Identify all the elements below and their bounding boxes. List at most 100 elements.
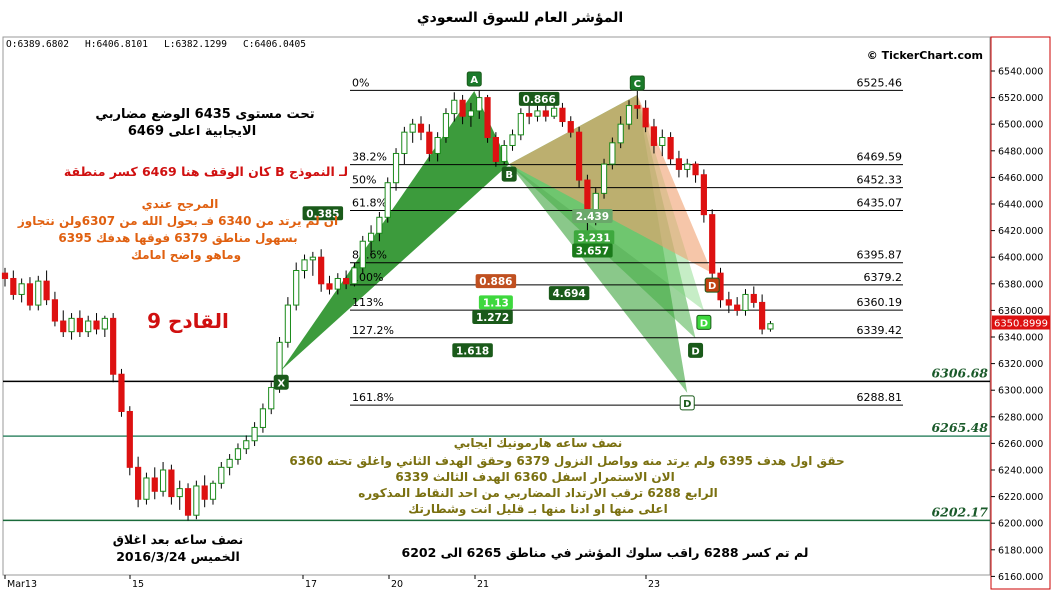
candle-74 [617, 116, 624, 149]
candle-3 [26, 277, 34, 311]
fib-value-3: 6435.07 [857, 197, 903, 210]
candle-41 [343, 270, 350, 290]
fib-pct-7: 127.2% [352, 324, 394, 337]
y-tick-label-10: 6340.000 [998, 333, 1043, 344]
candle-89 [742, 289, 749, 316]
svg-text:0.385: 0.385 [306, 208, 339, 220]
candle-44 [367, 225, 375, 252]
candle-34 [284, 297, 291, 348]
ohlc-high: H:6406.8101 [85, 39, 148, 50]
ratio-badge-4: 3.657 [572, 243, 613, 258]
svg-text:D: D [691, 346, 699, 357]
x-tick-label-3: 20 [391, 579, 403, 590]
candle-57 [476, 90, 483, 119]
candle-16 [135, 456, 142, 508]
y-tick-label-9: 6360.000 [998, 306, 1043, 317]
annotation-trigger: القادح 9 [147, 309, 229, 333]
svg-text:0.866: 0.866 [523, 94, 556, 106]
candle-91 [759, 294, 766, 335]
candle-36 [301, 254, 308, 279]
svg-text:3.657: 3.657 [576, 246, 609, 258]
candle-75 [625, 100, 633, 130]
annotation-outlook-line2: ان لم يرتد من 6340 فـ بحول الله من 6307و… [17, 214, 338, 229]
candle-49 [409, 118, 416, 143]
x-tick-label-4: 21 [477, 579, 489, 590]
svg-text:B: B [505, 170, 513, 181]
y-tick-label-13: 6280.000 [998, 412, 1043, 423]
y-tick-label-6: 6420.000 [998, 226, 1043, 237]
support-label-0: 6306.68 [931, 365, 988, 380]
svg-text:1.272: 1.272 [476, 312, 509, 324]
annotation-outlook-line3: بسهول مناطق 6379 فوقها هدفك 6395 [58, 231, 297, 246]
candle-43 [359, 235, 366, 274]
y-tick-label-1: 6520.000 [998, 93, 1043, 104]
x-tick-label-1: 15 [132, 579, 144, 590]
annotation-stop-note: كان الوقف هنا 6469 كسر منطقة B لـ النموذ… [64, 164, 348, 179]
candle-56 [467, 102, 475, 127]
axes: 6540.000 6520.000 6500.000 6480.000 6460.000… [4, 67, 1050, 590]
svg-text:4.694: 4.694 [552, 288, 585, 300]
y-tick-label-14: 6260.000 [998, 439, 1043, 450]
annotation-session-line1: نصف ساعه بعد اغلاق [113, 532, 244, 547]
candle-45 [376, 211, 383, 242]
candle-35 [293, 262, 300, 311]
pattern-wing-4 [509, 94, 713, 274]
fib-pct-1: 38.2% [352, 151, 387, 164]
x-tick-label-0: Mar13 [7, 579, 37, 590]
candle-22 [184, 483, 192, 521]
x-tick-label-5: 23 [648, 579, 660, 590]
candle-12 [101, 315, 108, 337]
candle-63 [526, 105, 533, 125]
annotation-harmonic-line1: نصف ساعه هارمونيك ايجابي [454, 436, 623, 451]
price-axis-panel [990, 36, 1051, 590]
candle-58 [484, 94, 491, 143]
y-tick-label-15: 6240.000 [998, 466, 1043, 477]
ohlc-open: O:6389.6802 [6, 39, 69, 50]
candle-83 [692, 161, 699, 183]
candle-25 [209, 480, 217, 505]
candle-23 [193, 480, 200, 520]
fib-value-5: 6379.2 [864, 271, 903, 284]
svg-text:C: C [634, 79, 641, 90]
y-tick-label-2: 6500.000 [998, 120, 1043, 131]
annotation-session-line2: الخميس 2016/3/24 [116, 549, 240, 564]
candle-40 [334, 273, 341, 295]
candle-19 [159, 462, 167, 497]
point-badge-6: D [696, 314, 712, 330]
fib-pct-4: 88.6% [352, 249, 387, 262]
candle-20 [168, 464, 175, 505]
svg-text:3.231: 3.231 [577, 232, 610, 244]
candle-14 [118, 368, 125, 417]
candle-46 [384, 177, 391, 223]
fib-pct-2: 50% [352, 174, 376, 187]
candle-85 [709, 209, 716, 279]
candle-2 [18, 278, 25, 303]
candle-42 [351, 262, 358, 287]
candle-31 [259, 403, 267, 433]
y-tick-label-0: 6540.000 [998, 67, 1043, 78]
candle-4 [35, 275, 42, 311]
candle-28 [234, 443, 242, 465]
candle-92 [767, 321, 774, 332]
ratio-badge-7: 1.13 [478, 295, 513, 310]
candle-61 [509, 129, 516, 151]
candle-0 [1, 267, 9, 287]
ratio-badge-3: 3.231 [573, 230, 615, 245]
svg-text:0.886: 0.886 [479, 276, 512, 288]
y-tick-label-8: 6380.000 [998, 279, 1043, 290]
y-tick-label-5: 6440.000 [998, 200, 1043, 211]
fib-pct-8: 161.8% [352, 391, 394, 404]
candle-72 [600, 158, 608, 199]
candle-84 [700, 169, 707, 223]
svg-text:2.439: 2.439 [576, 211, 609, 223]
candle-1 [10, 270, 17, 300]
candle-77 [642, 100, 649, 133]
svg-text:1.618: 1.618 [456, 345, 489, 357]
fib-value-4: 6395.87 [857, 249, 903, 262]
candle-69 [575, 126, 583, 189]
candle-18 [151, 467, 158, 500]
candle-76 [634, 90, 641, 119]
annotation-harmonic-line5: اعلى منها او ادنا منها بـ قليل انت وشطار… [408, 502, 667, 517]
point-badge-7: D [704, 277, 720, 293]
